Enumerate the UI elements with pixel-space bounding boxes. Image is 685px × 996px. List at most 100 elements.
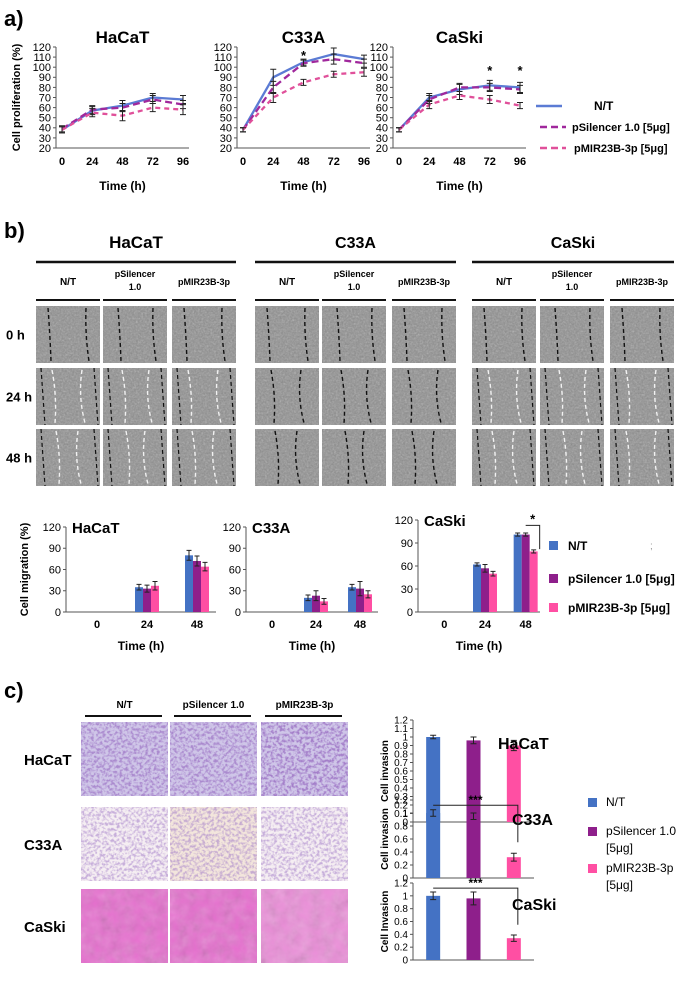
bar bbox=[143, 588, 151, 612]
micrograph-texture bbox=[36, 429, 100, 486]
y-tick-label: 0.2 bbox=[394, 801, 408, 812]
micrograph-texture bbox=[472, 306, 536, 363]
x-tick-label: 0 bbox=[240, 156, 246, 168]
wound-reference-line bbox=[476, 428, 482, 487]
bar bbox=[506, 938, 521, 960]
legend-nt-swatch bbox=[588, 798, 597, 807]
y-tick-label: 0 bbox=[235, 607, 241, 619]
legend-pmir-swatch bbox=[588, 864, 597, 873]
timepoint-label: 0 h bbox=[6, 328, 25, 343]
error-bar bbox=[510, 934, 517, 942]
x-axis-label: Time (h) bbox=[280, 179, 326, 193]
series-line bbox=[398, 94, 521, 131]
x-tick-label: 0 bbox=[94, 619, 100, 631]
invasion-condition-label: pSilencer 1.0 bbox=[183, 700, 245, 711]
x-axis-label: Time (h) bbox=[456, 639, 502, 653]
invasion-micrograph bbox=[81, 722, 168, 796]
micrograph-texture bbox=[540, 429, 604, 486]
micrograph-texture bbox=[170, 807, 257, 881]
legend-psilencer-swatch bbox=[549, 574, 558, 583]
invasion-condition-label: N/T bbox=[116, 700, 132, 711]
y-tick-label: 1.2 bbox=[394, 716, 408, 727]
y-tick-label: 70 bbox=[39, 92, 51, 104]
bar bbox=[364, 594, 372, 612]
series-line bbox=[242, 57, 365, 131]
legend-psilencer-label: pSilencer 1.0 [5μg] bbox=[572, 122, 670, 134]
x-tick-label: 0 bbox=[396, 156, 402, 168]
micrograph-texture bbox=[540, 368, 604, 425]
wound-reference-line bbox=[93, 367, 99, 426]
y-tick-label: 0.6 bbox=[394, 835, 408, 846]
y-tick-label: 30 bbox=[49, 586, 61, 598]
y-tick-label: 90 bbox=[376, 72, 388, 84]
y-tick-label: 90 bbox=[39, 72, 51, 84]
y-tick-label: 30 bbox=[376, 133, 388, 145]
error-bar bbox=[396, 127, 402, 133]
error-bar bbox=[330, 70, 337, 78]
chart-title: C33A bbox=[252, 520, 291, 537]
error-bar bbox=[349, 583, 355, 591]
error-bar bbox=[89, 108, 96, 118]
micrograph-texture bbox=[172, 368, 236, 425]
cell-line-label: HaCaT bbox=[24, 752, 72, 769]
scratch-micrograph bbox=[540, 306, 604, 363]
scratch-micrograph bbox=[255, 306, 319, 363]
significance-mark: * bbox=[530, 511, 536, 526]
y-tick-label: 20 bbox=[376, 143, 388, 155]
y-tick-label: 0.4 bbox=[394, 784, 408, 795]
legend-pmir-swatch bbox=[549, 603, 558, 612]
scratch-micrograph bbox=[36, 428, 100, 487]
y-tick-label: 40 bbox=[376, 123, 388, 135]
invasion-chart-caski: 0 0.2 0.4 0.6 0.8 11.2 CaSki Cell Invasion *** bbox=[380, 876, 556, 966]
x-tick-label: 48 bbox=[297, 156, 309, 168]
wound-reference-line bbox=[107, 428, 113, 487]
wound-reference-line bbox=[40, 367, 46, 426]
error-bar bbox=[119, 110, 126, 122]
condition-label: 1.0 bbox=[566, 282, 579, 292]
wound-reference-line bbox=[176, 367, 182, 426]
error-bar bbox=[240, 127, 246, 133]
error-bar bbox=[361, 67, 367, 77]
y-tick-label: 1.1 bbox=[394, 724, 408, 735]
condition-label: pSilencer bbox=[552, 269, 593, 279]
y-tick-label: 50 bbox=[220, 113, 232, 125]
y-tick-label: 0 bbox=[55, 607, 61, 619]
condition-label: 1.0 bbox=[348, 282, 361, 292]
legend-nt-label: N/T bbox=[568, 539, 588, 553]
y-axis-label: Cell migration (%) bbox=[19, 522, 31, 616]
condition-label: pMIR23B-3p bbox=[398, 277, 451, 287]
chart-title: HaCaT bbox=[96, 28, 150, 47]
x-tick-label: 24 bbox=[141, 619, 154, 631]
micrograph-texture bbox=[261, 722, 348, 796]
panel-b-charts: 0 30 60 90 120 0 24 48 Time (h) HaCaT Cell migrati… bbox=[19, 511, 541, 653]
scratch-micrograph bbox=[255, 368, 319, 425]
error-bar bbox=[470, 812, 477, 820]
legend-stray-mark: ; bbox=[650, 541, 653, 552]
wound-reference-line bbox=[93, 428, 99, 487]
error-bar bbox=[474, 562, 480, 567]
y-tick-label: 30 bbox=[401, 584, 413, 596]
condition-label: N/T bbox=[496, 277, 512, 288]
condition-label: pSilencer bbox=[115, 269, 156, 279]
invasion-micrograph bbox=[170, 889, 257, 963]
scratch-micrograph bbox=[392, 306, 456, 363]
micrograph-texture bbox=[472, 429, 536, 486]
legend-pmir-dose: [5μg] bbox=[606, 878, 633, 892]
y-tick-label: 0.2 bbox=[394, 943, 408, 954]
y-tick-label: 40 bbox=[220, 123, 232, 135]
micrograph-texture bbox=[392, 429, 456, 486]
x-tick-label: 0 bbox=[59, 156, 65, 168]
error-bar bbox=[194, 555, 200, 567]
y-tick-label: 0.2 bbox=[394, 861, 408, 872]
x-axis-label: Time (h) bbox=[289, 639, 335, 653]
significance-mark: *** bbox=[468, 793, 482, 807]
y-tick-label: 120 bbox=[395, 515, 413, 527]
x-tick-label: 48 bbox=[453, 156, 465, 168]
error-bar bbox=[136, 583, 142, 591]
micrograph-texture bbox=[610, 368, 674, 425]
bar bbox=[481, 568, 489, 612]
bar bbox=[151, 585, 159, 612]
